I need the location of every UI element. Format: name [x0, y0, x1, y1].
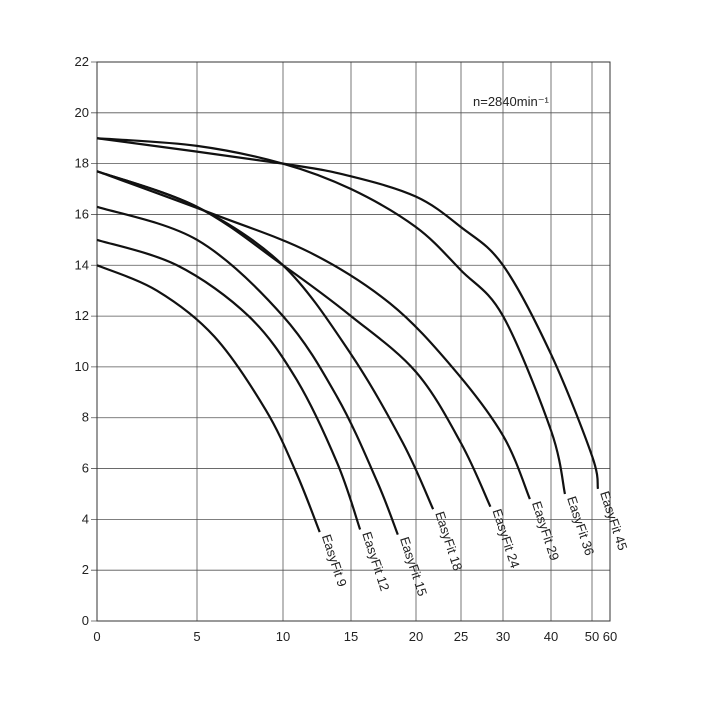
annotation-box	[470, 92, 560, 112]
x-tick-label: 50	[585, 629, 599, 644]
x-tick-label: 0	[93, 629, 100, 644]
x-tick-label: 5	[193, 629, 200, 644]
y-tick-label: 10	[75, 359, 89, 374]
y-tick-label: 2	[82, 562, 89, 577]
y-tick-label: 8	[82, 410, 89, 425]
y-tick-label: 0	[82, 613, 89, 628]
pump-curve	[96, 137, 600, 490]
y-tick-label: 16	[75, 206, 89, 221]
y-tick-label: 6	[82, 461, 89, 476]
y-tick-label: 22	[75, 54, 89, 69]
x-tick-label: 10	[276, 629, 290, 644]
y-tick-label: 18	[75, 156, 89, 171]
x-tick-label: 30	[496, 629, 510, 644]
pump-curve	[96, 264, 321, 533]
y-tick-label: 12	[75, 308, 89, 323]
pump-curve	[96, 238, 362, 530]
x-tick-label: 20	[409, 629, 423, 644]
x-tick-label: 60	[603, 629, 617, 644]
pump-curve	[96, 205, 399, 536]
y-tick-label: 14	[75, 257, 89, 272]
annotation: n=2840min⁻¹	[473, 94, 550, 109]
pump-curve	[96, 137, 567, 495]
plot-frame	[96, 61, 611, 622]
x-tick-label: 25	[454, 629, 468, 644]
y-tick-label: 4	[82, 511, 89, 526]
pump-curve	[96, 170, 531, 500]
x-tick-label: 40	[544, 629, 558, 644]
y-tick-label: 20	[75, 105, 89, 120]
x-tick-label: 15	[344, 629, 358, 644]
